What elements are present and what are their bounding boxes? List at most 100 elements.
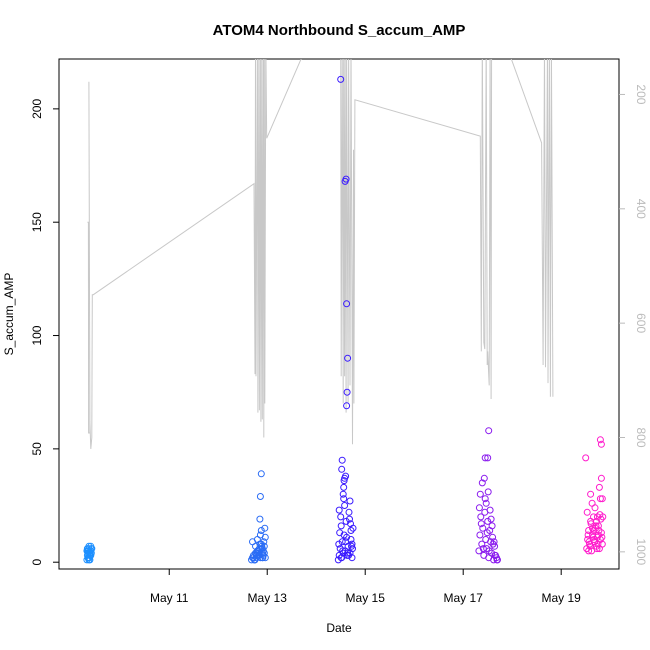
y-tick-label: 50 xyxy=(30,442,44,456)
data-point xyxy=(343,300,351,308)
data-point xyxy=(591,538,598,546)
data-point xyxy=(593,545,601,553)
data-point xyxy=(254,547,262,555)
data-point xyxy=(586,542,594,550)
data-point xyxy=(335,540,343,548)
data-point xyxy=(482,499,490,507)
y-tick-label: 150 xyxy=(30,212,44,232)
data-point xyxy=(338,456,346,464)
data-point xyxy=(252,549,260,557)
data-point xyxy=(260,538,268,546)
right-tick-label: 200 xyxy=(634,84,648,104)
x-tick-label: May 17 xyxy=(444,591,484,605)
data-point xyxy=(337,75,345,83)
x-tick-label: May 15 xyxy=(346,591,386,605)
data-point xyxy=(341,177,349,185)
data-point xyxy=(256,540,264,548)
data-point xyxy=(585,527,593,534)
right-axis: 200 400 600 800 1000 xyxy=(619,84,648,566)
data-point xyxy=(493,556,501,564)
data-point xyxy=(490,538,498,546)
x-tick-label: May 13 xyxy=(248,591,288,605)
y-tick-label: 100 xyxy=(30,325,44,345)
data-point xyxy=(259,554,267,562)
points xyxy=(83,75,607,564)
right-tick-label: 1000 xyxy=(634,538,648,565)
data-point xyxy=(347,520,354,528)
data-point xyxy=(475,504,483,512)
data-point xyxy=(347,527,355,534)
data-point xyxy=(479,545,487,553)
data-point xyxy=(481,454,489,462)
plot-frame xyxy=(58,58,620,570)
data-point xyxy=(598,540,606,548)
data-point xyxy=(341,502,349,509)
data-point xyxy=(342,538,350,546)
data-point xyxy=(257,527,265,534)
data-point xyxy=(343,388,351,396)
data-point xyxy=(337,522,345,530)
data-point xyxy=(487,515,495,523)
data-point xyxy=(583,508,591,516)
right-tick-label: 600 xyxy=(634,313,648,333)
data-point xyxy=(477,513,485,521)
data-point xyxy=(582,454,590,462)
data-point xyxy=(485,547,493,555)
data-point xyxy=(587,490,595,498)
secondary-line xyxy=(87,59,554,449)
data-point xyxy=(337,513,345,521)
data-point xyxy=(477,520,485,528)
chart-title: ATOM4 Northbound S_accum_AMP xyxy=(213,22,466,39)
data-point xyxy=(479,524,487,532)
right-tick-label: 800 xyxy=(634,427,648,447)
data-point xyxy=(344,549,352,557)
data-point xyxy=(339,490,347,498)
data-point xyxy=(251,556,259,564)
data-point xyxy=(257,470,265,478)
data-point xyxy=(481,495,489,503)
x-axis: May 11 May 13 May 15 May 17 May 19 xyxy=(150,569,581,605)
data-point xyxy=(343,533,351,541)
data-point xyxy=(87,547,95,555)
data-point xyxy=(597,474,605,482)
data-point xyxy=(346,497,354,505)
data-point xyxy=(484,488,492,496)
data-point xyxy=(476,531,484,539)
data-point xyxy=(590,527,597,534)
data-point xyxy=(588,499,596,507)
data-point xyxy=(489,533,497,541)
y-axis: 0 50 100 150 200 xyxy=(30,99,59,566)
data-point xyxy=(480,474,488,482)
data-point xyxy=(344,354,352,362)
data-point xyxy=(595,483,603,491)
data-point xyxy=(597,440,605,448)
data-point xyxy=(478,540,486,548)
data-point xyxy=(486,506,494,514)
data-point xyxy=(338,465,346,473)
data-point xyxy=(348,540,356,548)
y-tick-label: 0 xyxy=(30,559,44,566)
data-point xyxy=(476,490,484,498)
x-tick-label: May 19 xyxy=(542,591,582,605)
data-point xyxy=(256,515,264,523)
x-axis-label: Date xyxy=(326,621,352,635)
data-point xyxy=(593,517,600,525)
data-point xyxy=(484,454,492,462)
data-point xyxy=(343,402,351,410)
secondary-series-line xyxy=(87,59,554,449)
data-point xyxy=(259,547,267,555)
data-point xyxy=(584,531,592,539)
data-point xyxy=(598,533,606,541)
data-point xyxy=(488,522,496,530)
data-point xyxy=(261,524,269,532)
y-axis-label: S_accum_AMP xyxy=(2,273,16,356)
data-point xyxy=(594,522,602,530)
data-point xyxy=(491,551,499,559)
data-point xyxy=(478,479,486,487)
data-point xyxy=(346,515,353,523)
data-point xyxy=(258,542,266,550)
x-tick-label: May 11 xyxy=(150,591,189,605)
data-point xyxy=(261,554,269,562)
data-point xyxy=(485,427,493,435)
